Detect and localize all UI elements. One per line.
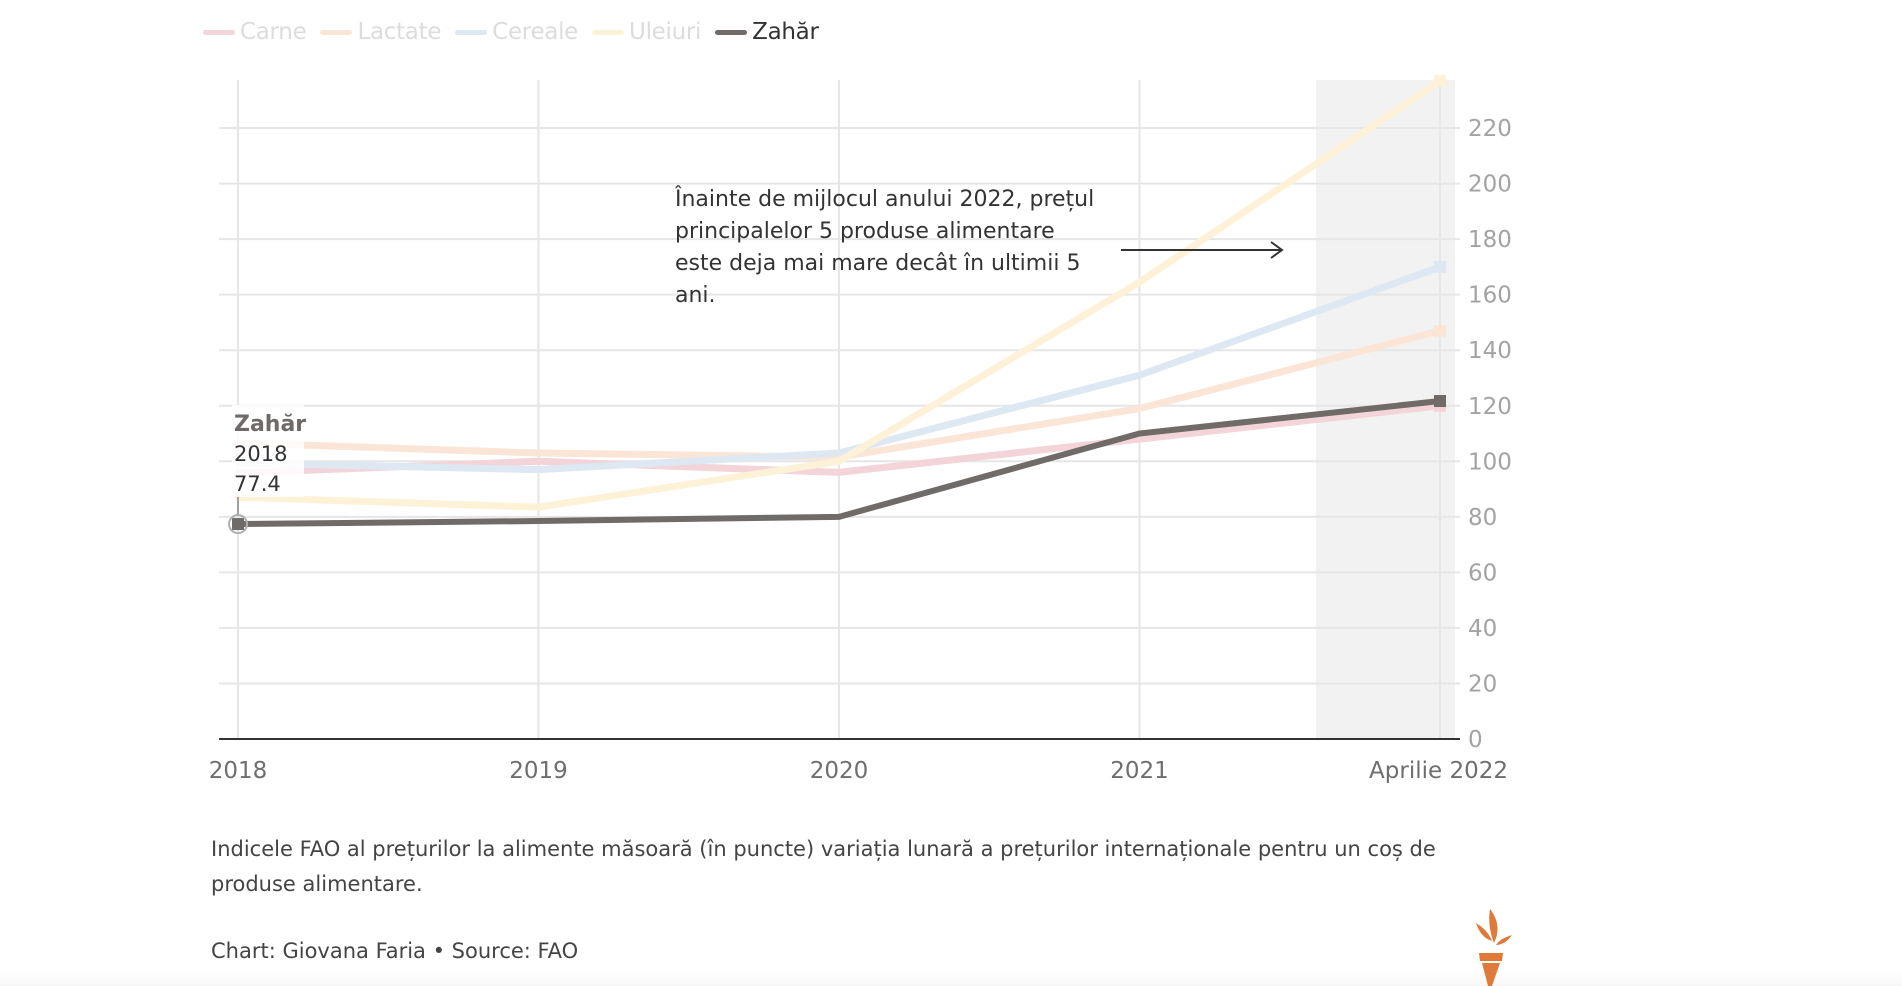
series-uleiuri	[234, 74, 1446, 511]
series-lactate	[234, 324, 1446, 461]
annotation-line: este deja mai mare decât în ultimii 5	[675, 251, 1080, 276]
chart-credit: Chart: Giovana Faria • Source: FAO	[211, 939, 579, 963]
tooltip: Zahăr 2018 77.4	[232, 405, 306, 497]
legend-swatch	[320, 29, 353, 35]
x-tick-label: 2021	[1110, 758, 1169, 784]
legend-item-cereale[interactable]: Cereale	[455, 19, 578, 45]
legend-swatch	[203, 29, 235, 35]
series-line	[235, 398, 1443, 528]
y-tick-label: 180	[1468, 227, 1512, 253]
y-tick-label: 220	[1468, 116, 1512, 142]
y-tick-label: 200	[1468, 172, 1512, 198]
legend-label: Zahăr	[752, 19, 819, 45]
x-tick-label: 2019	[509, 758, 568, 784]
torch-logo-icon	[1476, 909, 1512, 986]
footer-shade	[0, 972, 1902, 986]
tooltip-category: 2018	[234, 442, 287, 466]
x-tick-label: 2020	[810, 758, 869, 784]
series-end-marker	[1434, 324, 1446, 337]
y-tick-label: 0	[1468, 727, 1483, 753]
y-tick-label: 160	[1468, 283, 1512, 309]
series-zahr	[228, 395, 1446, 535]
y-tick-label: 80	[1468, 505, 1497, 531]
line-chart: 0 20 40 60 80 100 120 140 160 180 200 220 2018 2019 20…	[209, 74, 1512, 784]
series-end-marker	[1434, 260, 1446, 273]
series-end-marker	[1434, 395, 1446, 408]
legend-swatch	[592, 29, 625, 35]
x-tick-label: 2018	[209, 758, 268, 784]
legend-swatch	[455, 29, 488, 35]
series-end-marker	[1434, 74, 1446, 87]
annotation-line: principalelor 5 produse alimentare	[675, 219, 1055, 244]
legend-item-carne[interactable]: Carne	[203, 19, 307, 45]
chart-note: Indicele FAO al prețurilor la alimente m…	[211, 837, 1436, 896]
tooltip-value: 77.4	[234, 472, 281, 496]
y-tick-label: 140	[1468, 338, 1512, 364]
legend-label: Cereale	[492, 19, 579, 45]
legend-item-zahr[interactable]: Zahăr	[715, 19, 819, 45]
y-tick-label: 120	[1468, 394, 1512, 420]
legend-label: Carne	[240, 19, 307, 45]
series-line	[234, 327, 1444, 461]
annotation: Înainte de mijlocul anului 2022, prețul p…	[674, 186, 1284, 308]
tooltip-series: Zahăr	[234, 412, 306, 437]
series-start-marker	[232, 518, 244, 531]
series-line	[234, 77, 1444, 511]
y-tick-label: 60	[1468, 560, 1497, 586]
legend-label: Uleiuri	[629, 19, 702, 45]
legend-label: Lactate	[357, 19, 442, 45]
y-tick-label: 100	[1468, 449, 1512, 475]
series-line	[234, 263, 1444, 474]
x-tick-label: Aprilie 2022	[1369, 758, 1508, 784]
y-tick-label: 40	[1468, 616, 1497, 642]
tooltip-bg	[232, 405, 304, 497]
y-tick-label: 20	[1468, 671, 1497, 697]
annotation-line: ani.	[675, 283, 716, 308]
legend-item-lactate[interactable]: Lactate	[320, 19, 441, 45]
legend-item-uleiuri[interactable]: Uleiuri	[592, 19, 701, 45]
legend: Carne Lactate Cereale Uleiuri Zahăr	[203, 16, 833, 48]
annotation-arrow-head	[1270, 241, 1284, 259]
hover-ring	[228, 514, 248, 535]
series-cereale	[234, 260, 1446, 474]
annotation-line: Înainte de mijlocul anului 2022, prețul	[674, 186, 1094, 212]
legend-swatch	[715, 29, 748, 35]
